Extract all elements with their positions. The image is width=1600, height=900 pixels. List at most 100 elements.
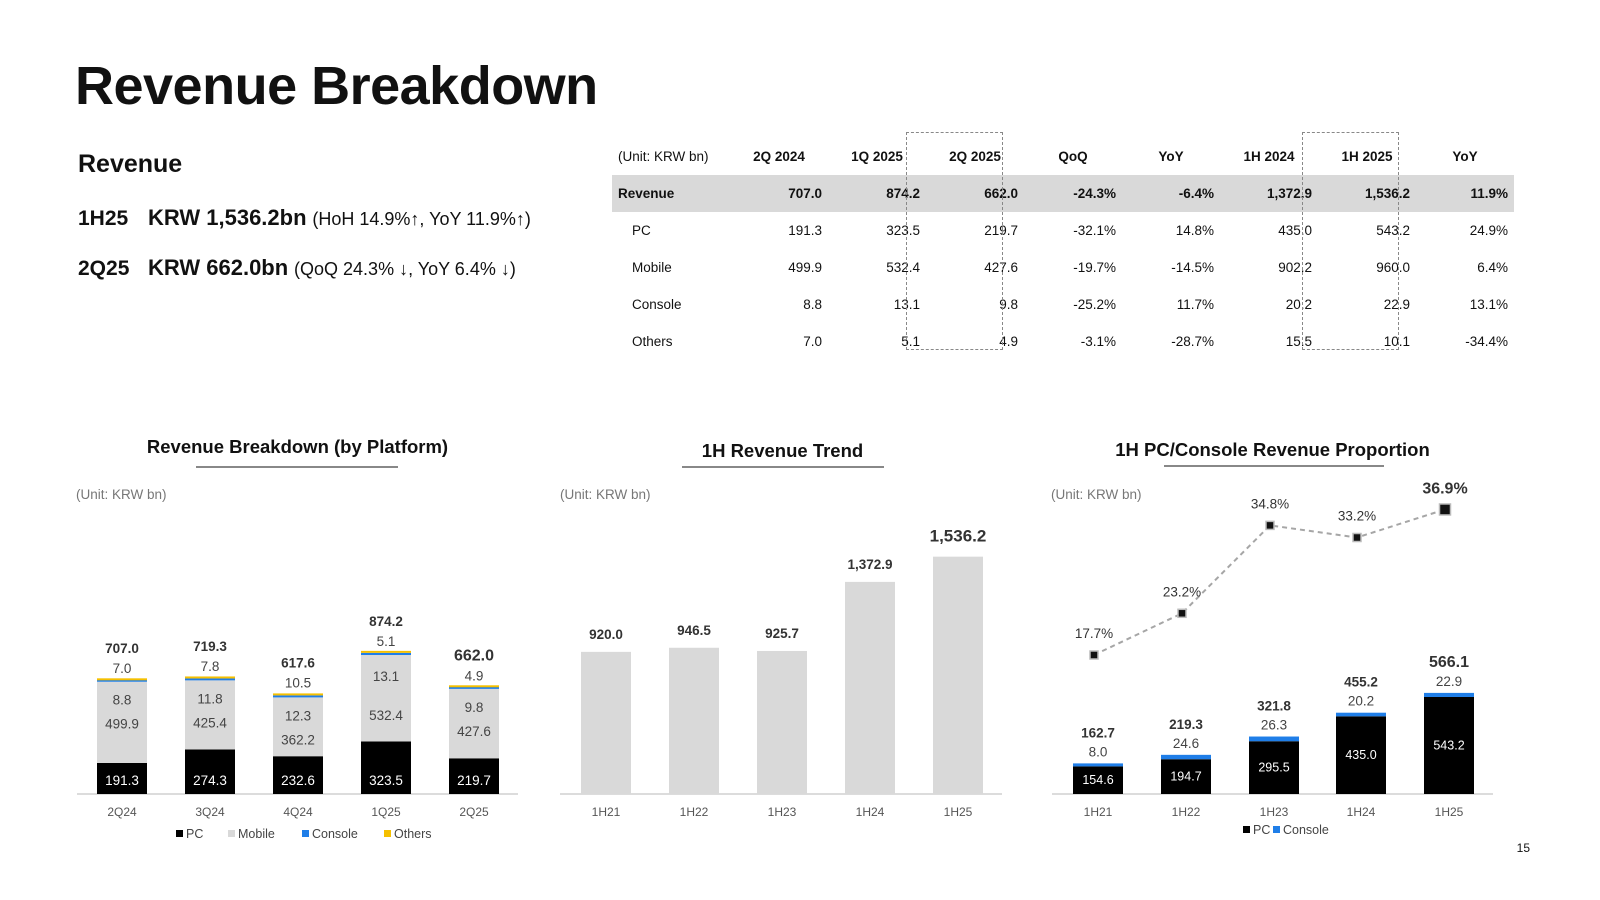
chart2-x-tick: 1H21 — [592, 805, 621, 819]
chart3-bar-pc — [1073, 766, 1123, 794]
chart3-x-tick: 1H25 — [1435, 805, 1464, 819]
chart1-legend-swatch — [228, 830, 235, 837]
kpi-detail: (HoH 14.9%↑, YoY 11.9%↑) — [312, 209, 531, 229]
chart3-proportion-marker — [1089, 650, 1099, 660]
chart1-bar-mobile — [361, 655, 411, 742]
row-label: Others — [632, 334, 673, 349]
chart3-legend-swatch — [1243, 826, 1250, 833]
chart1-total-label: 707.0 — [105, 641, 139, 656]
chart3-pc-label: 543.2 — [1433, 738, 1464, 752]
table-row: PC 191.3 323.5 219.7 -32.1% 14.8% 435.0 543.2 24… — [612, 212, 1514, 249]
row-label: Mobile — [632, 260, 672, 275]
chart3-total-label: 321.8 — [1257, 699, 1291, 714]
chart1-legend-swatch — [176, 830, 183, 837]
chart3-bar-pc — [1249, 741, 1299, 794]
chart1-pc-label: 232.6 — [281, 773, 315, 788]
table-cell: -19.7% — [1073, 260, 1116, 275]
column-header: YoY — [1452, 149, 1478, 164]
table-cell: 191.3 — [788, 223, 822, 238]
chart3-x-tick: 1H22 — [1172, 805, 1201, 819]
table-cell: 20.2 — [1285, 297, 1312, 312]
chart3-total-label: 566.1 — [1429, 654, 1469, 671]
chart1-others-label: 4.9 — [465, 668, 484, 683]
table-cell: 14.8% — [1175, 223, 1214, 238]
table-header-row: (Unit: KRW bn) 2Q 2024 1Q 2025 2Q 2025 Q… — [612, 138, 1514, 175]
chart1-bar-others — [97, 678, 147, 681]
kpi-value: KRW 662.0bn — [148, 255, 289, 280]
kpi-value: KRW 1,536.2bn — [148, 205, 307, 230]
chart3-title: 1H PC/Console Revenue Proportion — [1115, 439, 1430, 460]
chart1-mobile-label: 362.2 — [281, 732, 315, 747]
table-cell: 1,372.9 — [1220, 175, 1318, 212]
kpi-2q25: 2Q25 KRW 662.0bn (QoQ 24.3% ↓, YoY 6.4% ↓… — [78, 255, 516, 281]
page-number: 15 — [1516, 841, 1530, 855]
table-cell: -6.4% — [1122, 175, 1220, 212]
chart3-bar-pc — [1161, 759, 1211, 794]
chart2-bar — [581, 651, 631, 794]
chart1-console-label: 9.8 — [465, 700, 484, 715]
chart1-others-label: 10.5 — [285, 676, 311, 691]
table-cell: 435.0 — [1278, 223, 1312, 238]
chart1-total-label: 874.2 — [369, 614, 403, 629]
chart1-pc-label: 323.5 — [369, 773, 403, 788]
chart2-value-label: 920.0 — [589, 627, 623, 642]
table-cell: 960.0 — [1376, 260, 1410, 275]
chart3-total-label: 162.7 — [1081, 725, 1115, 740]
chart1-bar-others — [185, 676, 235, 679]
column-header: 2Q 2024 — [753, 149, 805, 164]
chart1-bar-others — [273, 693, 323, 696]
table-row: Others 7.0 5.1 4.9 -3.1% -28.7% 15.5 10.1 -34.4% — [612, 323, 1514, 360]
chart3-bar-console — [1336, 712, 1386, 717]
chart2-bar — [845, 581, 895, 794]
chart1-legend-label: Others — [394, 827, 432, 841]
table-cell: -28.7% — [1171, 334, 1214, 349]
chart1-legend-label: Console — [312, 827, 358, 841]
chart3-legend-swatch — [1273, 826, 1280, 833]
chart3-proportion-marker — [1352, 532, 1362, 543]
chart3-legend-label: Console — [1283, 823, 1329, 837]
chart1-pc-label: 219.7 — [457, 773, 491, 788]
chart1-legend-label: PC — [186, 827, 203, 841]
kpi-detail: (QoQ 24.3% ↓, YoY 6.4% ↓) — [294, 259, 516, 279]
chart2-x-tick: 1H23 — [768, 805, 797, 819]
chart3-pc-label: 194.7 — [1170, 770, 1201, 784]
chart1-x-tick: 2Q25 — [459, 805, 489, 819]
table-cell: 11.7% — [1176, 297, 1214, 312]
chart3-console-label: 20.2 — [1348, 694, 1374, 709]
chart1-bar-console — [449, 686, 499, 689]
chart3-legend-label: PC — [1253, 823, 1270, 837]
chart3-bar-pc — [1336, 716, 1386, 794]
chart1-bar-pc — [97, 762, 147, 794]
table-cell: -32.1% — [1073, 223, 1116, 238]
chart3-proportion-label: 34.8% — [1251, 496, 1289, 511]
chart2-value-label: 1,372.9 — [847, 557, 892, 572]
chart1-bar-mobile — [97, 681, 147, 763]
chart1-others-label: 7.0 — [113, 661, 132, 676]
table-cell: 707.0 — [730, 175, 828, 212]
chart1-x-tick: 4Q24 — [283, 805, 313, 819]
chart2-bar — [933, 556, 983, 794]
table-cell: -14.5% — [1171, 260, 1214, 275]
column-header: 1Q 2025 — [851, 149, 903, 164]
column-header: 1H 2025 — [1341, 149, 1393, 164]
chart1-mobile-label: 427.6 — [457, 724, 491, 739]
chart2-value-label: 1,536.2 — [930, 527, 987, 546]
table-cell: -24.3% — [1024, 175, 1122, 212]
chart3-bar-console — [1249, 736, 1299, 742]
chart3-pc-label: 435.0 — [1345, 748, 1376, 762]
chart1-pc-label: 274.3 — [193, 773, 227, 788]
table-cell: 15.5 — [1285, 334, 1312, 349]
table-cell: 11.9% — [1416, 175, 1514, 212]
chart1-unit: (Unit: KRW bn) — [76, 487, 167, 502]
chart1-legend-swatch — [302, 830, 309, 837]
table-cell: 9.8 — [999, 297, 1018, 312]
chart3-x-tick: 1H23 — [1260, 805, 1289, 819]
chart1-bar-pc — [185, 749, 235, 794]
chart1-legend-label: Mobile — [238, 827, 275, 841]
chart2-x-tick: 1H24 — [856, 805, 885, 819]
chart3-console-label: 8.0 — [1089, 744, 1108, 759]
table-cell: 24.9% — [1469, 223, 1508, 238]
chart3-unit: (Unit: KRW bn) — [1051, 487, 1142, 502]
table-cell: 499.9 — [788, 260, 822, 275]
chart1-bar-mobile — [185, 680, 235, 750]
